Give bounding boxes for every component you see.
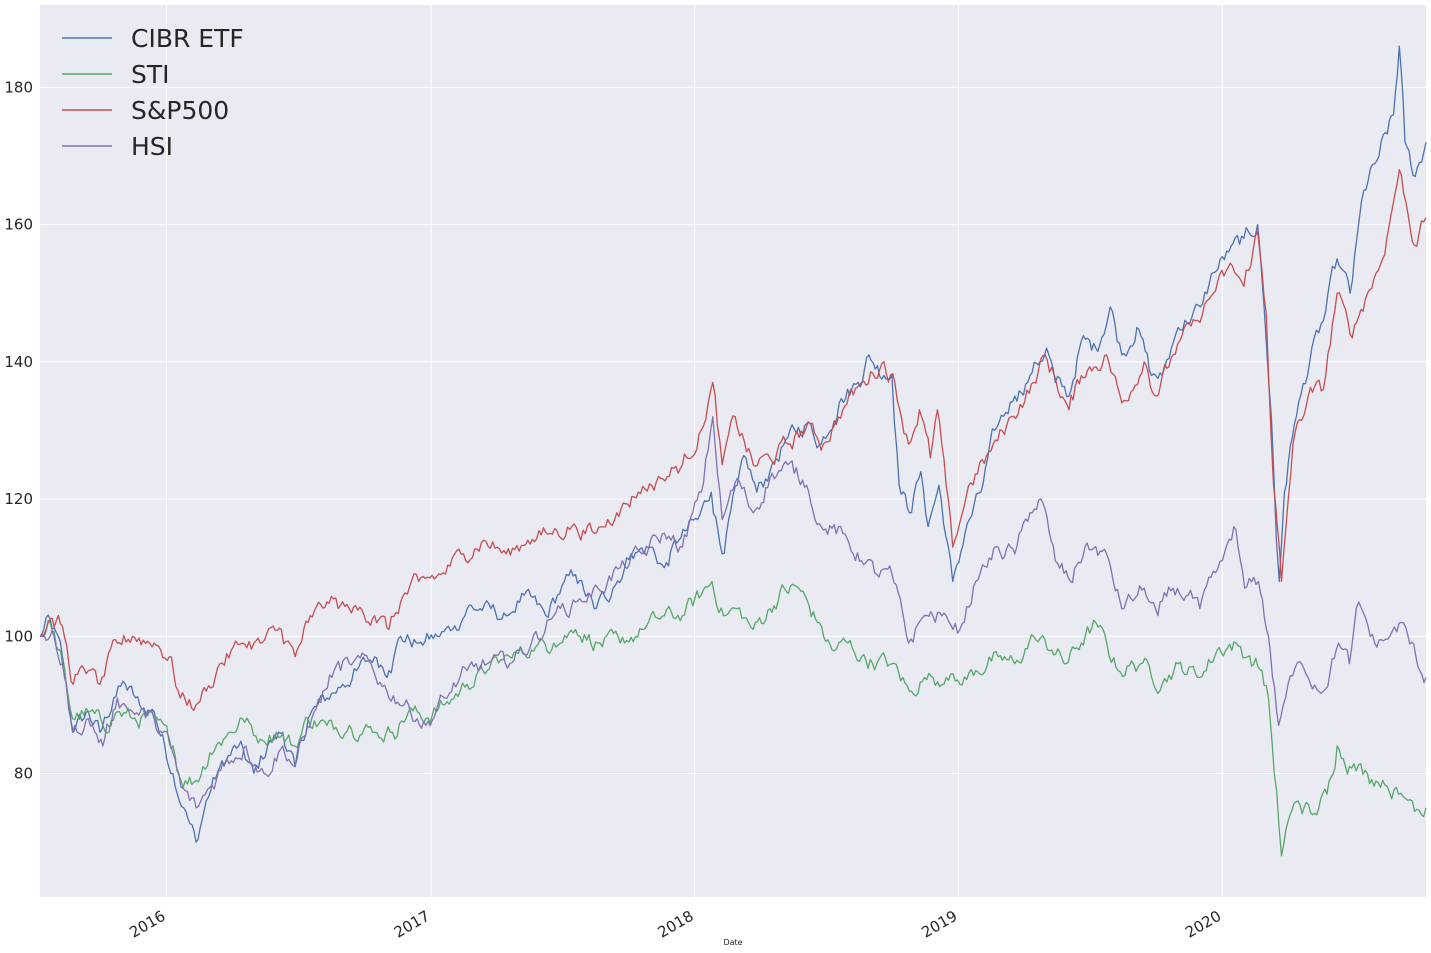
legend-label: HSI	[131, 132, 173, 161]
y-tick-label: 160	[4, 216, 33, 234]
x-tick-label: 2020	[1182, 907, 1224, 942]
x-tick-label: 2017	[391, 907, 433, 942]
y-tick-label: 100	[4, 627, 33, 645]
x-tick-label: 2019	[918, 907, 960, 942]
series-layer	[39, 45, 1427, 857]
y-tick-label: 180	[4, 78, 33, 96]
legend-label: S&P500	[131, 96, 229, 125]
x-axis-ticks: 2016 2017 2018 2019 2020	[126, 907, 1224, 942]
x-tick-label: 2018	[655, 907, 697, 942]
series-line	[39, 169, 1427, 712]
y-tick-label: 140	[4, 353, 33, 371]
series-line	[39, 416, 1427, 809]
plot-background	[40, 5, 1426, 897]
y-axis-ticks: 80 100 120 140 160 180	[4, 78, 33, 782]
x-tick-label: 2016	[126, 907, 168, 942]
grid	[40, 5, 1426, 897]
series-line	[39, 45, 1427, 843]
x-axis-title: Date	[723, 938, 742, 947]
y-tick-label: 120	[4, 490, 33, 508]
legend-label: CIBR ETF	[131, 24, 244, 53]
series-line	[39, 580, 1427, 857]
y-tick-label: 80	[14, 764, 33, 782]
legend: CIBR ETF STI S&P500 HSI	[62, 24, 244, 161]
legend-label: STI	[131, 60, 170, 89]
